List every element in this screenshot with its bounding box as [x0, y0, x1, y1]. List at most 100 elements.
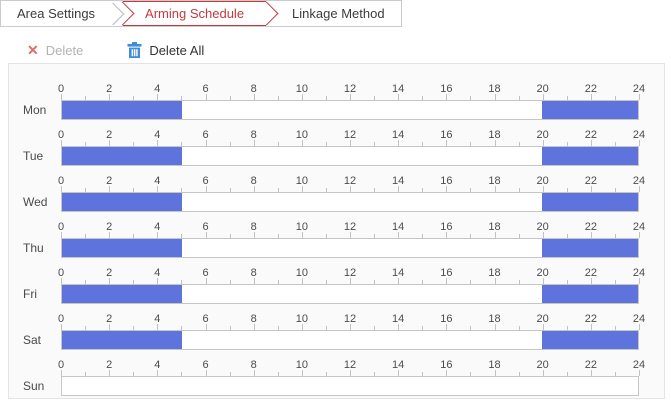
armed-time-segment[interactable]: [62, 285, 182, 303]
ruler-tick: [494, 370, 496, 376]
timeline-track[interactable]: [61, 100, 639, 120]
ruler-tick: [253, 186, 255, 192]
hour-label: 12: [343, 221, 357, 233]
ruler-tick: [301, 186, 303, 192]
timeline-track[interactable]: [61, 376, 639, 396]
ruler-tick: [157, 370, 159, 376]
hour-label: 24: [632, 83, 646, 95]
ruler-tick: [350, 324, 351, 330]
ruler-tick: [470, 372, 472, 376]
ruler-tick: [229, 326, 231, 330]
timeline-track[interactable]: [61, 146, 639, 166]
hour-label: 20: [536, 359, 549, 371]
ruler-tick: [374, 188, 376, 192]
delete-all-button[interactable]: Delete All: [127, 42, 204, 58]
ruler-tick: [518, 234, 520, 238]
ruler-tick: [542, 324, 544, 330]
trash-icon: [127, 42, 142, 58]
armed-time-segment[interactable]: [62, 331, 182, 349]
hour-label: 22: [584, 313, 597, 325]
ruler-tick: [157, 324, 159, 330]
ruler-tick: [446, 94, 448, 100]
hour-label: 2: [106, 129, 113, 141]
armed-time-segment[interactable]: [62, 193, 182, 211]
armed-time-segment[interactable]: [62, 239, 182, 257]
armed-time-segment[interactable]: [62, 101, 182, 119]
ruler-tick: [133, 96, 135, 100]
ruler-tick: [109, 232, 111, 238]
schedule-row: Mon 0 2 4 6 8 10 12 14 16 18 20 22 24: [23, 83, 664, 129]
delete-button-label: Delete: [45, 42, 84, 58]
ruler-tick: [446, 324, 448, 330]
day-label: Tue: [23, 149, 44, 163]
hour-label: 22: [584, 221, 597, 233]
ruler-tick: [590, 140, 592, 146]
ruler-tick: [85, 96, 87, 100]
hour-label: 2: [106, 267, 113, 279]
ruler-tick: [590, 324, 592, 330]
ruler-tick: [494, 278, 496, 284]
ruler-tick: [109, 186, 111, 192]
ruler-tick: [157, 140, 159, 146]
hour-ruler: 0 2 4 6 8 10 12 14 16 18 20 22 24: [58, 129, 645, 146]
ruler-tick: [325, 280, 327, 284]
hour-label: 24: [632, 175, 646, 187]
ruler-tick: [470, 234, 472, 238]
delete-x-icon: ✕: [27, 42, 39, 58]
timeline-track[interactable]: [61, 192, 639, 212]
tab-arming-schedule[interactable]: Arming Schedule: [110, 1, 279, 26]
hour-label: 24: [632, 359, 646, 371]
hour-label: 0: [57, 267, 65, 279]
hour-label: 10: [295, 221, 308, 233]
hour-label: 0: [57, 359, 65, 371]
ruler-tick: [253, 278, 255, 284]
ruler-tick: [446, 140, 448, 146]
ruler-tick: [639, 94, 640, 100]
armed-time-segment[interactable]: [542, 101, 638, 119]
ruler-tick: [253, 94, 255, 100]
tab-linkage-method[interactable]: Linkage Method: [292, 6, 385, 21]
ruler-tick: [614, 326, 616, 330]
hour-label: 10: [295, 175, 308, 187]
schedule-row: Thu 0 2 4 6 8 10 12 14 16 18 20 22 24: [23, 221, 664, 267]
day-label: Fri: [23, 287, 37, 301]
hour-label: 18: [488, 267, 501, 279]
hour-label: 20: [536, 221, 549, 233]
hour-label: 0: [57, 221, 65, 233]
ruler-tick: [614, 188, 616, 192]
hour-label: 2: [106, 359, 113, 371]
armed-time-segment[interactable]: [542, 193, 638, 211]
delete-button[interactable]: ✕ Delete: [27, 42, 83, 58]
ruler-tick: [325, 142, 327, 146]
ruler-tick: [253, 324, 255, 330]
ruler-tick: [301, 140, 303, 146]
ruler-tick: [518, 96, 520, 100]
timeline-track[interactable]: [61, 284, 639, 304]
armed-time-segment[interactable]: [542, 331, 638, 349]
tab-area-settings[interactable]: Area Settings: [17, 6, 96, 21]
ruler-tick: [277, 372, 279, 376]
hour-label: 2: [106, 83, 113, 95]
armed-time-segment[interactable]: [542, 147, 638, 165]
ruler-tick: [542, 278, 544, 284]
ruler-tick: [614, 234, 616, 238]
ruler-tick: [205, 370, 207, 376]
ruler-tick: [614, 96, 616, 100]
armed-time-segment[interactable]: [542, 239, 638, 257]
ruler-tick: [181, 142, 183, 146]
hour-label: 10: [295, 359, 308, 371]
hour-label: 18: [488, 83, 501, 95]
timeline-track[interactable]: [61, 330, 639, 350]
ruler-tick: [181, 96, 183, 100]
armed-time-segment[interactable]: [62, 147, 182, 165]
ruler-tick: [350, 140, 351, 146]
ruler-tick: [277, 326, 279, 330]
hour-label: 8: [250, 313, 257, 325]
ruler-tick: [614, 280, 616, 284]
hour-label: 6: [202, 129, 209, 141]
armed-time-segment[interactable]: [542, 285, 638, 303]
ruler-tick: [398, 94, 400, 100]
ruler-tick: [181, 188, 183, 192]
timeline-track[interactable]: [61, 238, 639, 258]
ruler-tick: [109, 278, 111, 284]
